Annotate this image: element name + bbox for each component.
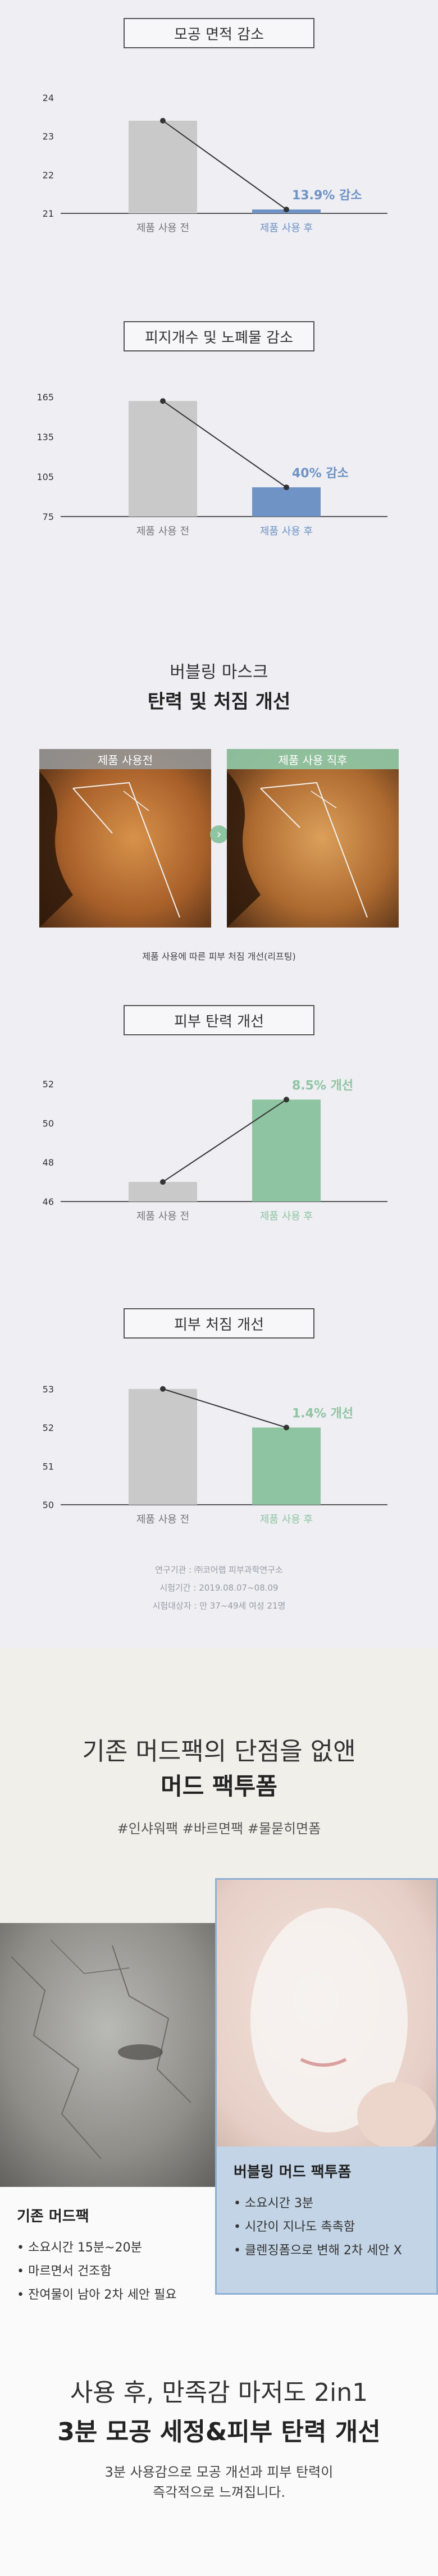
ending-desc-line-2: 즉각적으로 느껴집니다.	[152, 2484, 286, 2500]
bar-after	[252, 487, 321, 517]
right-item-1: • 소요시간 3분	[234, 2196, 314, 2210]
change-annotation: 13.9% 감소	[292, 189, 362, 203]
mud-heading-1: 기존 머드팩의 단점을 없앤	[82, 1737, 356, 1766]
x-tick-label: 제품 사용 전	[136, 526, 189, 537]
elasticity-bar-chart: 46 48 50 52 제품 사용 전 제품 사용 후 8.5% 개선	[43, 1079, 387, 1222]
sagging-bar-chart: 50 51 52 53 제품 사용 전 제품 사용 후 1.4% 개선	[43, 1384, 387, 1525]
right-item-2: • 시간이 지나도 촉촉함	[234, 2220, 355, 2234]
y-tick-label: 75	[43, 511, 54, 522]
bar-before	[129, 401, 197, 517]
mud-pack-section: 기존 머드팩의 단점을 없앤 머드 팩투폼 #인샤워팩 #바르면팩 #물묻히면폼	[0, 1648, 438, 2576]
ending-heading-2: 3분 모공 세정&피부 탄력 개선	[57, 2418, 381, 2446]
before-photo: 제품 사용전	[39, 749, 211, 928]
x-tick-label: 제품 사용 전	[136, 1514, 189, 1525]
left-item-2: • 마르면서 건조함	[17, 2264, 112, 2278]
bubbling-subtitle: 버블링 마스크	[170, 663, 268, 682]
point-after	[284, 1424, 289, 1431]
trend-line	[162, 1388, 287, 1428]
right-item-3: • 클렌징폼으로 변해 2차 세안 X	[234, 2244, 402, 2258]
ending-desc-line-1: 3분 사용감으로 모공 개선과 피부 탄력이	[104, 2464, 334, 2480]
y-tick-label: 53	[43, 1384, 54, 1395]
before-label: 제품 사용전	[39, 749, 211, 769]
y-tick-label: 51	[43, 1461, 54, 1472]
y-tick-label: 48	[43, 1157, 54, 1168]
point-before	[160, 118, 166, 124]
bubbling-mud-photo	[217, 1880, 436, 2146]
x-tick-label: 제품 사용 후	[260, 1514, 313, 1525]
left-column-title: 기존 머드팩	[17, 2208, 89, 2225]
sebum-bar-chart: 75 105 135 165 제품 사용 전 제품 사용 후 40% 감소	[36, 392, 387, 537]
point-after	[284, 484, 289, 490]
after-label: 제품 사용 직후	[227, 749, 399, 769]
change-annotation: 40% 감소	[292, 467, 349, 481]
trend-line	[162, 1099, 287, 1182]
chart-elasticity: 피부 탄력 개선 46 48 50 52 제품 사용 전 제품 사용 후 8.5% 개선	[0, 1005, 438, 1263]
conventional-mud-photo	[0, 1923, 215, 2187]
bar-after	[252, 1427, 321, 1505]
before-skin-image	[39, 749, 211, 928]
research-subjects: 시험대상자 : 만 37~49세 여성 21명	[152, 1601, 286, 1611]
research-period: 시험기간 : 2019.08.07~08.09	[159, 1583, 279, 1593]
left-item-1: • 소요시간 15분~20분	[17, 2241, 142, 2255]
y-tick-label: 22	[43, 170, 54, 180]
x-tick-label: 제품 사용 전	[136, 1211, 189, 1222]
after-photo: 제품 사용 직후	[227, 749, 399, 928]
y-tick-label: 24	[43, 93, 54, 103]
chart-title: 피부 처짐 개선	[124, 1308, 314, 1339]
point-before	[160, 1179, 166, 1185]
research-institution: 연구기관 : ㈜코어랩 피부과학연구소	[155, 1565, 283, 1575]
change-annotation: 8.5% 개선	[292, 1079, 353, 1093]
ending-heading-1: 사용 후, 만족감 마저도 2in1	[70, 2378, 368, 2407]
y-tick-label: 135	[36, 432, 54, 442]
point-after	[284, 1097, 289, 1103]
bar-after	[252, 1099, 321, 1202]
mud-tags: #인샤워팩 #바르면팩 #물묻히면폼	[117, 1821, 321, 1837]
chart-title: 모공 면적 감소	[124, 18, 314, 48]
comparison-caption: 제품 사용에 따른 피부 처짐 개선(리프팅)	[142, 951, 296, 962]
chart-sagging: 피부 처짐 개선 50 51 52 53 제품 사용 전 제품 사용 후 1.4% 개선	[0, 1303, 438, 1561]
chart-pore-area: 모공 면적 감소 21 22 23 24 제품 사용 전 제품 사용 후 13.9% 감소	[0, 0, 438, 258]
arrow-icon: ›	[210, 825, 228, 843]
y-tick-label: 52	[43, 1423, 54, 1433]
chart-title: 피부 탄력 개선	[124, 1005, 314, 1035]
bubbling-mud-highlight: 버블링 머드 팩투폼 • 소요시간 3분 • 시간이 지나도 촉촉함 • 클렌징…	[215, 1878, 438, 2295]
research-info: 연구기관 : ㈜코어랩 피부과학연구소 시험기간 : 2019.08.07~08…	[0, 1561, 438, 1615]
point-before	[160, 398, 166, 404]
change-annotation: 1.4% 개선	[292, 1407, 353, 1421]
mud-heading-2: 머드 팩투폼	[161, 1773, 277, 1800]
point-after	[284, 207, 289, 213]
point-before	[160, 1386, 166, 1392]
y-tick-label: 105	[36, 472, 54, 482]
x-tick-label: 제품 사용 후	[260, 1211, 313, 1222]
bar-before	[129, 1182, 197, 1202]
bar-before	[129, 1389, 197, 1505]
chart-sebum: 피지개수 및 노폐물 감소 75 105 135 165 제품 사용 전 제품 사용 후 4…	[0, 314, 438, 573]
bar-before	[129, 121, 197, 213]
y-tick-label: 46	[43, 1196, 54, 1207]
y-tick-label: 21	[43, 208, 54, 219]
bubbling-title: 탄력 및 처짐 개선	[147, 691, 291, 713]
trend-line	[162, 120, 287, 210]
right-column-title: 버블링 머드 팩투폼	[234, 2164, 352, 2181]
chart-title: 피지개수 및 노폐물 감소	[124, 321, 314, 351]
y-tick-label: 52	[43, 1079, 54, 1089]
mud-header-background	[0, 1648, 438, 1923]
y-tick-label: 165	[36, 392, 54, 403]
x-tick-label: 제품 사용 전	[136, 222, 189, 234]
y-tick-label: 23	[43, 131, 54, 142]
x-tick-label: 제품 사용 후	[260, 526, 313, 537]
y-tick-label: 50	[43, 1500, 54, 1510]
pore-area-bar-chart: 21 22 23 24 제품 사용 전 제품 사용 후 13.9% 감소	[43, 93, 387, 234]
trend-line	[162, 400, 287, 488]
y-tick-label: 50	[43, 1118, 54, 1129]
x-tick-label: 제품 사용 후	[260, 222, 313, 234]
left-item-3: • 잔여물이 남아 2차 세안 필요	[17, 2288, 177, 2302]
ending-description: 3분 사용감으로 모공 개선과 피부 탄력이 즉각적으로 느껴집니다.	[0, 2462, 438, 2502]
after-skin-image	[227, 749, 399, 928]
